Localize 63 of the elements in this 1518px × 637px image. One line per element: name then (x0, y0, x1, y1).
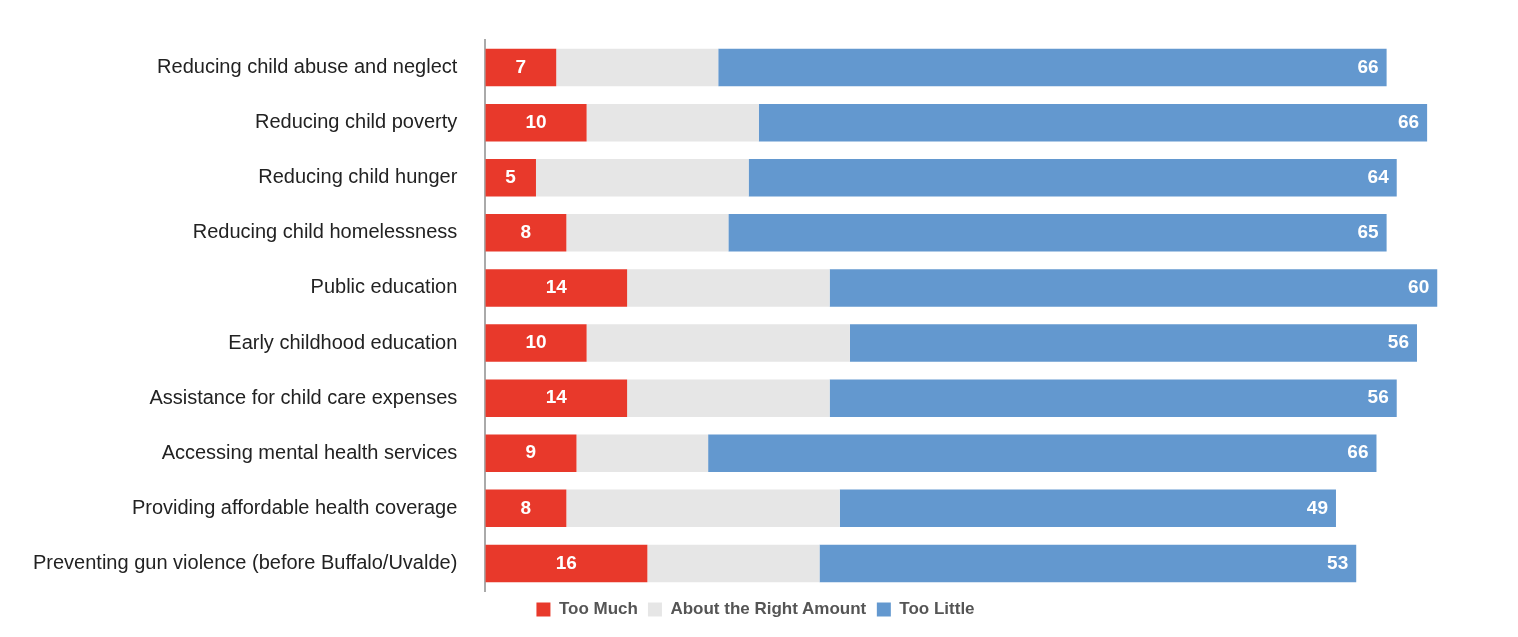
data-label: 14 (545, 276, 568, 298)
data-label: 10 (525, 331, 547, 353)
data-label: 9 (525, 441, 537, 463)
bar (839, 489, 1336, 528)
bar (586, 103, 759, 142)
bar (758, 103, 1428, 142)
bar (485, 159, 536, 197)
data-label: 66 (1397, 110, 1420, 132)
data-label: 56 (1387, 331, 1409, 353)
bar (627, 269, 830, 307)
bar (485, 544, 648, 583)
data-label: 64 (1367, 165, 1390, 187)
legend-label: Too Little (899, 599, 975, 619)
data-label: 8 (520, 221, 532, 243)
data-label: 7 (515, 55, 527, 77)
bar (728, 214, 1387, 252)
data-label: 14 (545, 386, 568, 408)
bar (485, 379, 628, 417)
bar (485, 103, 587, 142)
bar (485, 48, 557, 87)
data-label: 60 (1408, 276, 1430, 298)
data-label: 16 (555, 551, 577, 573)
data-label: 10 (525, 110, 547, 132)
bar (485, 269, 628, 307)
bar (485, 214, 567, 252)
y-tick-label: Reducing child abuse and neglect (157, 55, 458, 78)
data-label: 56 (1367, 386, 1389, 408)
bar (708, 434, 1377, 472)
legend-label: Too Much (558, 599, 638, 619)
data-label: 66 (1357, 55, 1379, 77)
bar (586, 324, 850, 362)
bar (647, 544, 820, 583)
data-label: 49 (1306, 496, 1328, 518)
y-tick-label: Early childhood education (228, 330, 458, 353)
bar (829, 269, 1438, 307)
bar (485, 434, 577, 472)
bar (627, 379, 830, 417)
bar (819, 544, 1357, 583)
y-tick-label: Preventing gun violence (before Buffalo/Uvalde) (32, 550, 458, 573)
bar (718, 48, 1387, 87)
bar (485, 324, 587, 362)
bar (566, 214, 729, 252)
y-tick-label: Public education (310, 275, 458, 298)
bar (576, 434, 709, 472)
data-label: 65 (1357, 221, 1380, 243)
y-tick-label: Reducing child hunger (258, 165, 458, 188)
y-tick-label: Providing affordable health coverage (131, 495, 458, 518)
y-tick-label: Reducing child poverty (254, 110, 458, 133)
data-label: 5 (505, 165, 517, 187)
bar (748, 159, 1397, 197)
bar (829, 379, 1397, 417)
legend-label: About the Right Amount (670, 599, 867, 619)
bar (535, 159, 749, 197)
bar (849, 324, 1417, 362)
bar (556, 48, 719, 87)
bar (566, 489, 840, 528)
bar (485, 489, 567, 528)
data-label: 8 (520, 496, 532, 518)
data-label: 53 (1327, 551, 1349, 573)
y-tick-label: Accessing mental health services (161, 440, 458, 463)
data-label: 66 (1347, 441, 1369, 463)
y-tick-label: Assistance for child care expenses (149, 385, 458, 408)
y-tick-label: Reducing child homelessness (192, 220, 458, 243)
